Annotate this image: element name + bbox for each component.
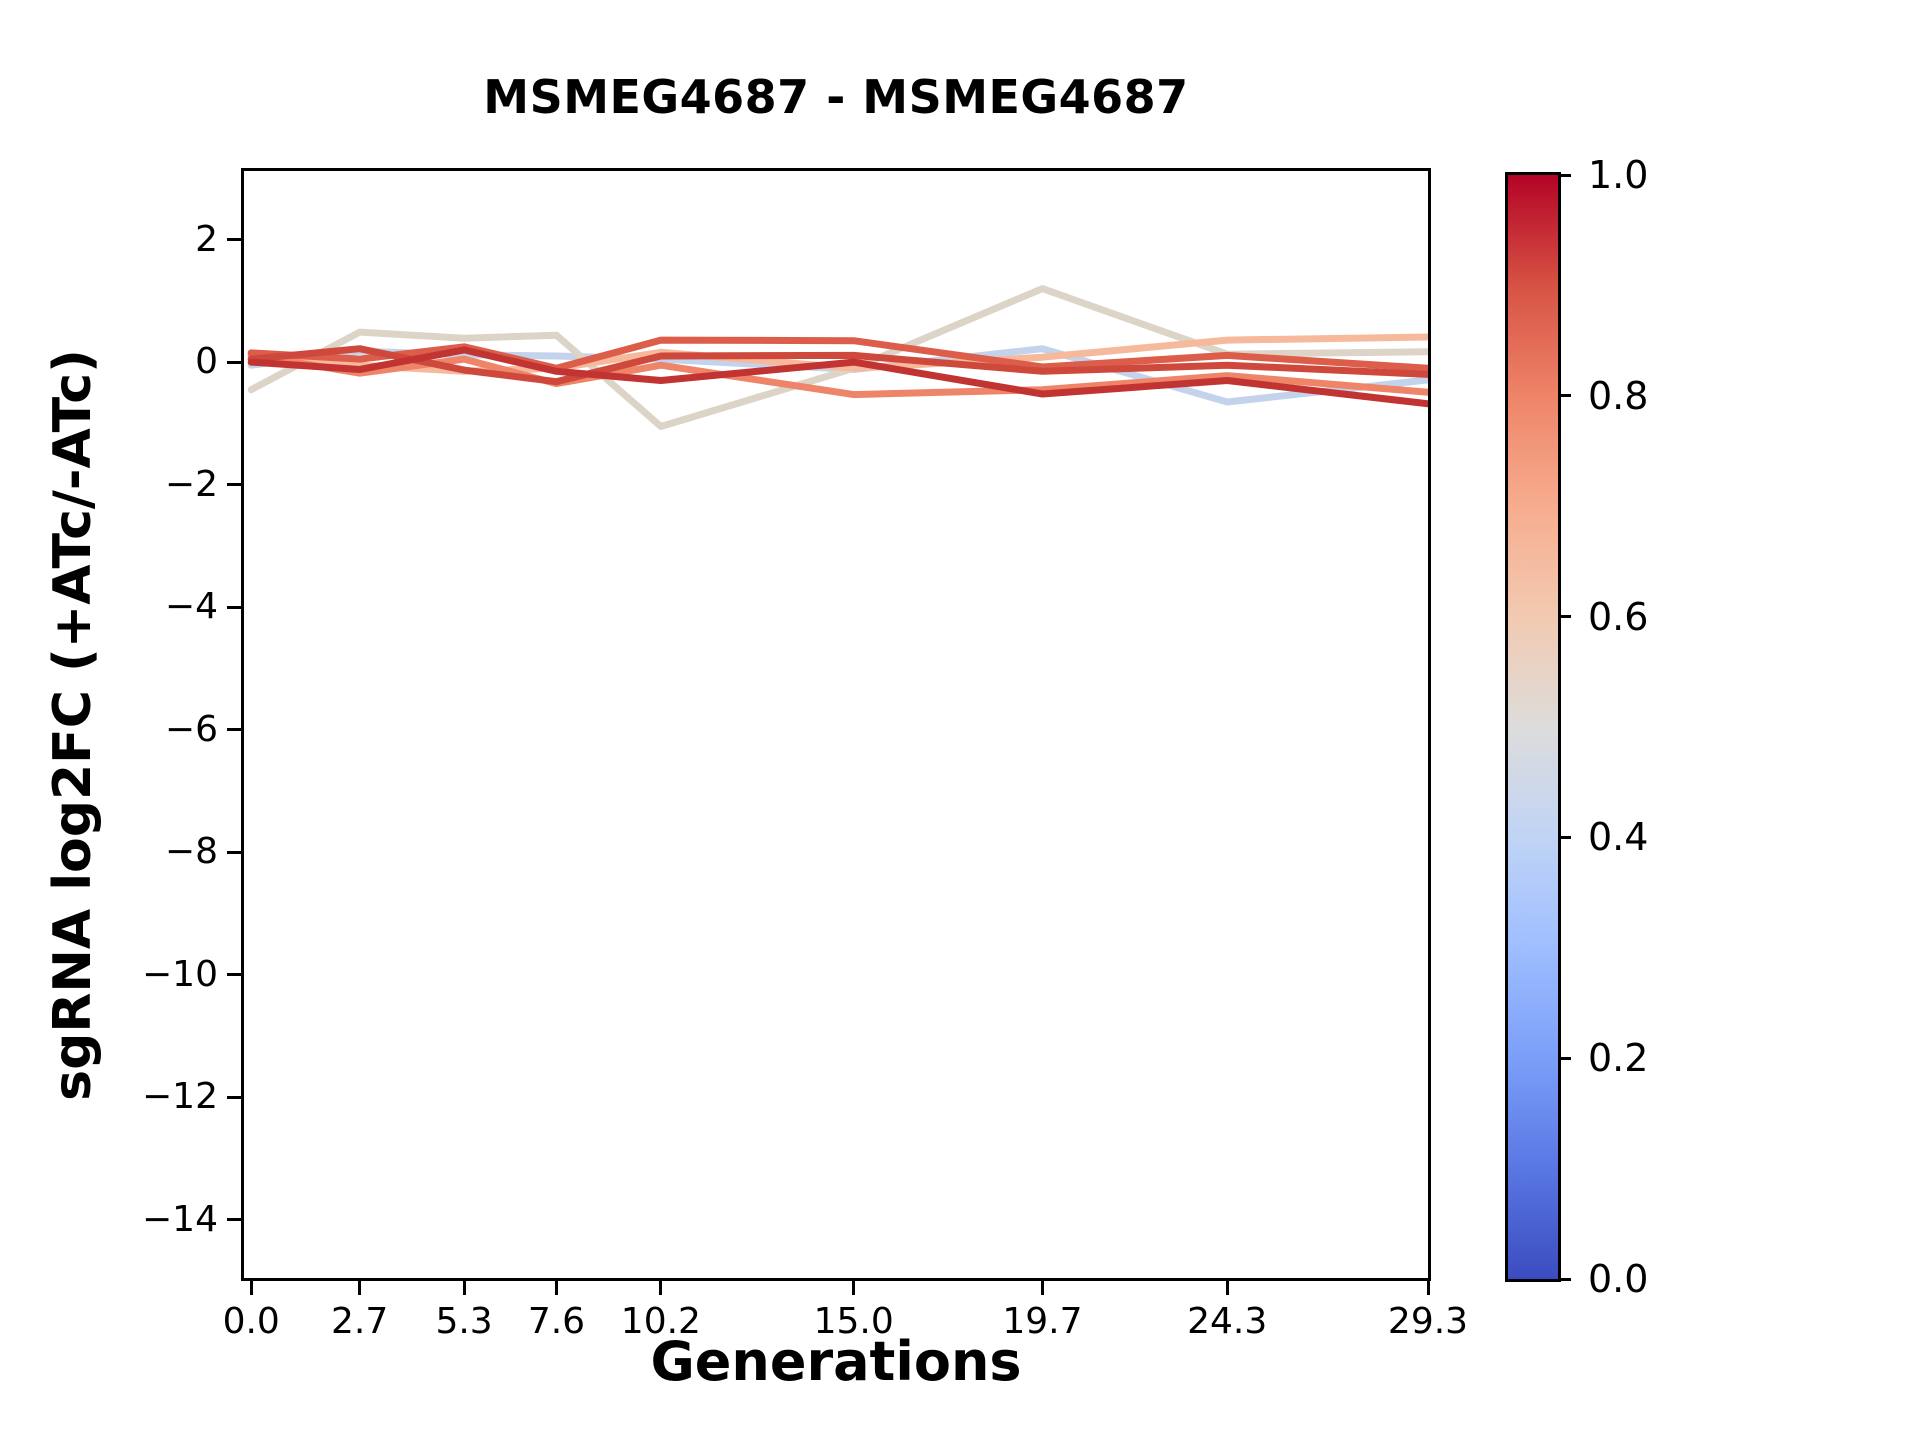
line-series (247, 345, 1428, 386)
x-tick-label: 24.3 (1187, 1301, 1268, 1342)
x-tick-mark (659, 1281, 663, 1295)
y-tick-label: −6 (164, 708, 218, 750)
chart-title: MSMEG4687 - MSMEG4687 (483, 70, 1189, 124)
colorbar-tick-label: 0.4 (1588, 815, 1649, 860)
colorbar (1505, 172, 1561, 1282)
x-tick-label: 10.2 (620, 1301, 701, 1342)
x-tick-label: 7.6 (527, 1301, 586, 1342)
x-tick-mark (852, 1281, 856, 1295)
y-tick-mark (227, 728, 241, 732)
colorbar-tick-mark (1558, 394, 1571, 398)
colorbar-tick-mark (1558, 615, 1571, 619)
colorbar-tick-label: 1.0 (1588, 153, 1649, 197)
y-tick-mark (227, 973, 241, 977)
chart-svg (247, 285, 1428, 430)
x-tick-label: 19.7 (1002, 1301, 1083, 1342)
y-tick-mark (227, 850, 241, 854)
colorbar-tick-mark (1558, 1277, 1571, 1281)
y-tick-mark (227, 1218, 241, 1222)
x-tick-mark (1225, 1281, 1229, 1295)
x-axis-label: Generations (650, 1330, 1022, 1393)
x-tick-label: 2.7 (331, 1301, 389, 1342)
y-tick-label: 0 (195, 341, 218, 383)
x-tick-mark (1426, 1281, 1430, 1295)
x-tick-label: 15.0 (813, 1301, 894, 1342)
x-tick-mark (249, 1281, 253, 1295)
x-tick-mark (358, 1281, 362, 1295)
line-series (247, 346, 1428, 408)
y-tick-label: −4 (164, 586, 218, 628)
y-tick-label: 2 (195, 218, 218, 260)
y-tick-mark (227, 483, 241, 487)
plot-area (241, 168, 1431, 1281)
y-tick-mark (227, 605, 241, 609)
x-tick-mark (1040, 1281, 1044, 1295)
colorbar-tick-label: 0.8 (1588, 373, 1649, 418)
y-tick-mark (227, 1095, 241, 1099)
y-tick-label: −14 (142, 1198, 218, 1240)
colorbar-tick-mark (1558, 173, 1571, 177)
x-tick-label: 29.3 (1387, 1301, 1469, 1342)
x-tick-label: 5.3 (435, 1301, 493, 1342)
x-tick-mark (462, 1281, 466, 1295)
y-tick-label: −8 (164, 831, 218, 873)
y-tick-mark (227, 360, 241, 364)
x-tick-mark (554, 1281, 558, 1295)
line-series (247, 285, 1428, 430)
colorbar-tick-label: 0.0 (1588, 1257, 1649, 1301)
colorbar-tick-label: 0.6 (1588, 594, 1649, 639)
y-tick-mark (227, 238, 241, 242)
colorbar-tick-mark (1558, 835, 1571, 839)
y-tick-label: −12 (142, 1076, 218, 1118)
colorbar-tick-mark (1558, 1056, 1571, 1060)
colorbar-tick-label: 0.2 (1588, 1036, 1649, 1081)
y-tick-label: −10 (142, 953, 218, 995)
x-tick-label: 0.0 (222, 1301, 280, 1342)
y-tick-label: −2 (164, 463, 218, 505)
line-series (247, 351, 1428, 399)
